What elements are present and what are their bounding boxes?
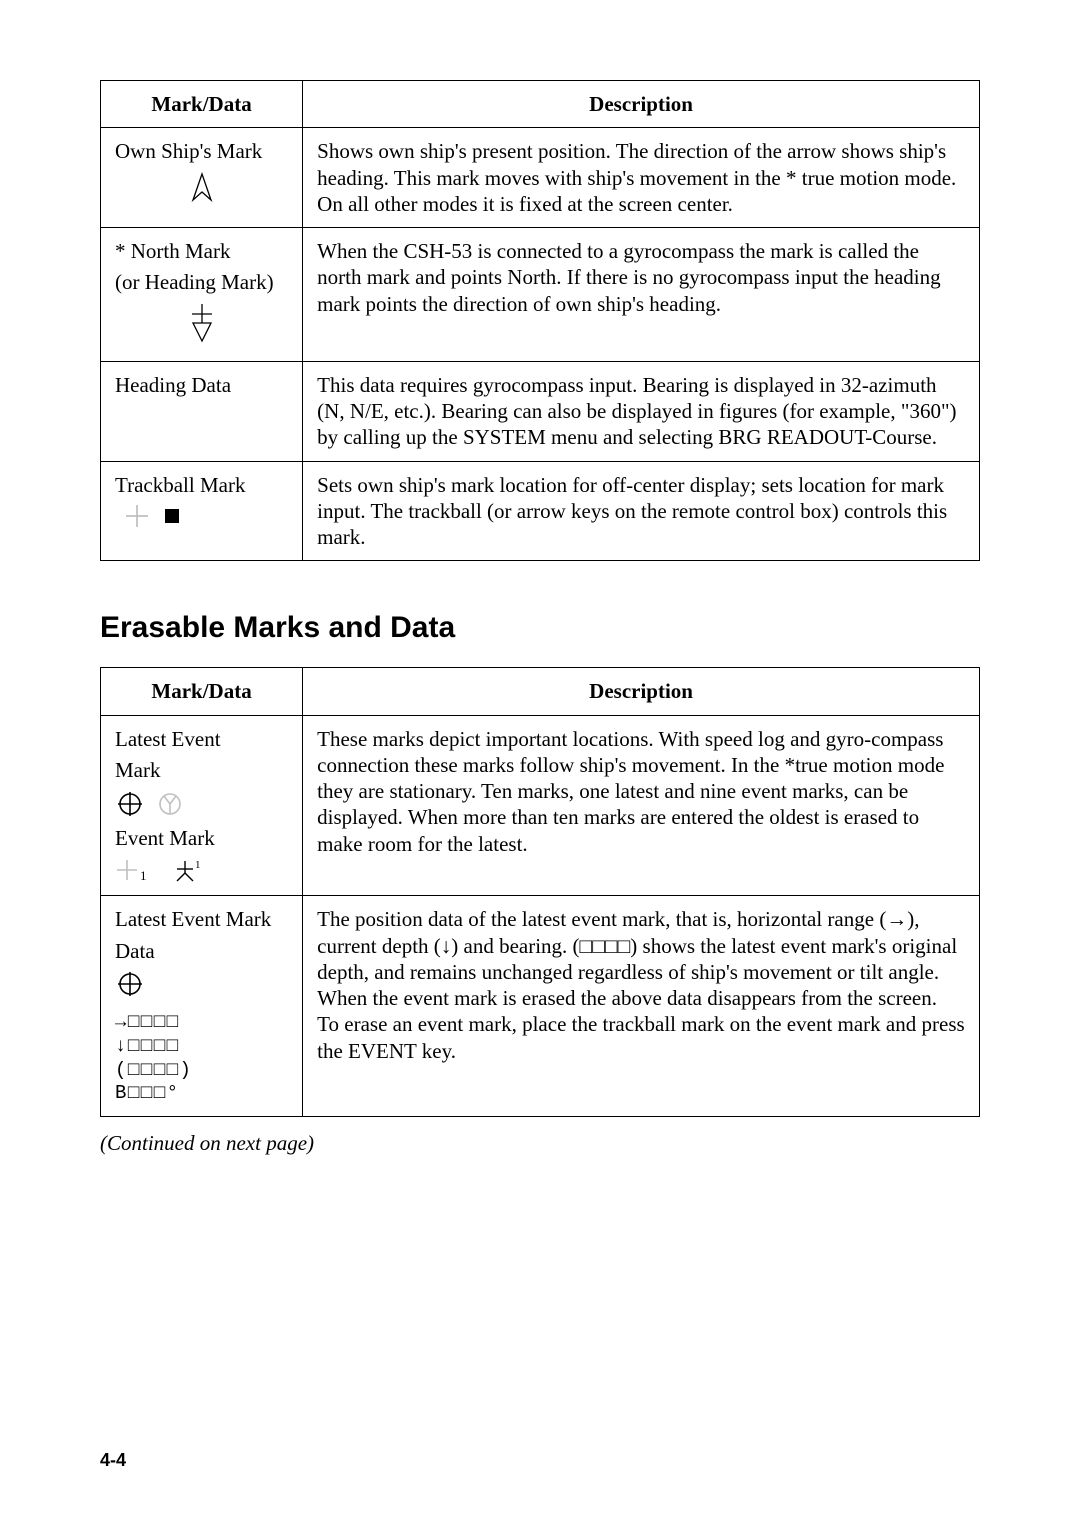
table-row: Trackball Mark Sets own ship's mark loca… [101, 461, 980, 561]
col-header-desc: Description [303, 81, 980, 128]
table-row: Latest Event Mark Data →□□□□ ↓□□□□ (□□□□… [101, 896, 980, 1117]
cell-mark: Own Ship's Mark [101, 128, 303, 228]
latest-event-mark-icon [115, 788, 288, 819]
cell-mark: Heading Data [101, 361, 303, 461]
trackball-mark-icon [115, 503, 288, 535]
mark-label-l1: Latest Event [115, 726, 288, 752]
table-row: * North Mark (or Heading Mark) When the … [101, 228, 980, 362]
continued-note: (Continued on next page) [100, 1131, 980, 1156]
latest-event-mark-data-icon [115, 969, 288, 1005]
cell-desc: When the CSH-53 is connected to a gyroco… [303, 228, 980, 362]
table-header-row: Mark/Data Description [101, 668, 980, 715]
table-header-row: Mark/Data Description [101, 81, 980, 128]
mark-label-l2: (or Heading Mark) [115, 269, 288, 295]
glyph-line-2: ↓□□□□ [115, 1035, 288, 1059]
mark-label: Trackball Mark [115, 472, 288, 498]
cell-desc: These marks depict important locations. … [303, 715, 980, 896]
glyph-line-1: →□□□□ [115, 1011, 288, 1035]
col-header-desc: Description [303, 668, 980, 715]
glyph-line-4: B□□□° [115, 1082, 288, 1106]
north-mark-icon [115, 301, 288, 351]
desc-part-2: To erase an event mark, place the trackb… [317, 1012, 965, 1062]
event-mark-icon: 1 1 [115, 856, 288, 885]
mark-label: Heading Data [115, 372, 288, 398]
mark-label-l3: Event Mark [115, 825, 288, 851]
cell-desc: The position data of the latest event ma… [303, 896, 980, 1117]
page-content: Mark/Data Description Own Ship's Mark Sh… [0, 0, 1080, 1156]
cell-desc: Sets own ship's mark location for off-ce… [303, 461, 980, 561]
cell-mark: * North Mark (or Heading Mark) [101, 228, 303, 362]
mark-label: Own Ship's Mark [115, 138, 288, 164]
desc-part-1: The position data of the latest event ma… [317, 907, 957, 1010]
cell-mark: Latest Event Mark [101, 715, 303, 896]
cell-mark: Latest Event Mark Data →□□□□ ↓□□□□ (□□□□… [101, 896, 303, 1117]
col-header-mark: Mark/Data [101, 81, 303, 128]
mark-label-l2: Mark [115, 757, 288, 783]
table-row: Heading Data This data requires gyrocomp… [101, 361, 980, 461]
own-ship-mark-icon [115, 170, 288, 210]
marks-table-2: Mark/Data Description Latest Event Mark [100, 667, 980, 1117]
svg-text:1: 1 [195, 859, 201, 871]
mark-label-l2: Data [115, 938, 288, 964]
marks-table-1: Mark/Data Description Own Ship's Mark Sh… [100, 80, 980, 561]
svg-text:1: 1 [140, 868, 147, 883]
mark-label-l1: Latest Event Mark [115, 906, 288, 932]
col-header-mark: Mark/Data [101, 668, 303, 715]
cell-mark: Trackball Mark [101, 461, 303, 561]
table-row: Own Ship's Mark Shows own ship's present… [101, 128, 980, 228]
table-row: Latest Event Mark [101, 715, 980, 896]
cell-desc: This data requires gyrocompass input. Be… [303, 361, 980, 461]
glyph-line-3: (□□□□) [115, 1059, 288, 1083]
event-data-readout: →□□□□ ↓□□□□ (□□□□) B□□□° [115, 1011, 288, 1106]
page-number: 4-4 [100, 1450, 126, 1471]
mark-label-l1: * North Mark [115, 238, 288, 264]
cell-desc: Shows own ship's present position. The d… [303, 128, 980, 228]
section-heading: Erasable Marks and Data [100, 611, 980, 645]
